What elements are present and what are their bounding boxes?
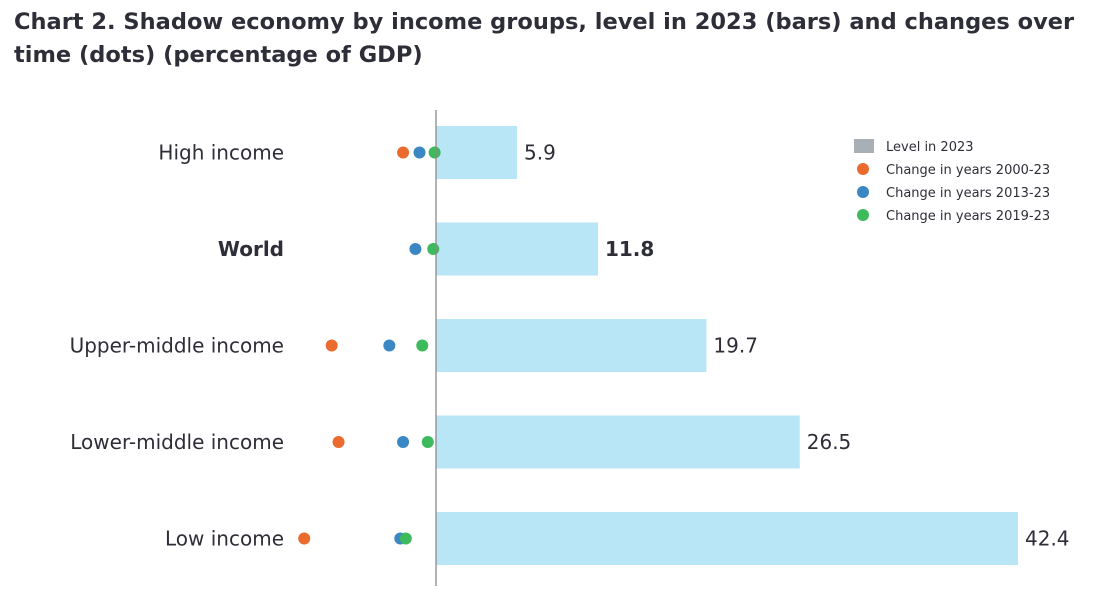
value-label-upper-middle-income: 19.7 (713, 334, 758, 358)
legend: Level in 2023 Change in years 2000-23 Chan… (854, 139, 1050, 224)
category-label-world: World (218, 237, 284, 261)
bar-lower-middle-income (436, 415, 800, 469)
bars-layer (436, 126, 1018, 565)
dot-change-in-years-2019-23-low-income (399, 532, 412, 545)
bar-upper-middle-income (436, 319, 707, 372)
dot-change-in-years-2013-23-world (409, 243, 422, 255)
legend-label-change-in-years-2019-23: Change in years 2019-23 (886, 209, 1050, 224)
value-label-lower-middle-income: 26.5 (807, 430, 852, 454)
legend-bar-swatch (854, 139, 874, 153)
bar-low-income (436, 512, 1018, 565)
dot-change-in-years-2013-23-high-income (413, 146, 426, 159)
dot-change-in-years-2013-23-lower-middle-income (397, 436, 410, 448)
dot-change-in-years-2019-23-upper-middle-income (416, 339, 429, 352)
value-label-low-income: 42.4 (1025, 527, 1070, 551)
dot-change-in-years-2000-23-lower-middle-income (332, 436, 345, 448)
legend-label-change-in-years-2000-23: Change in years 2000-23 (886, 163, 1050, 178)
legend-label-change-in-years-2013-23: Change in years 2013-23 (886, 186, 1050, 201)
dot-change-in-years-2000-23-high-income (397, 146, 410, 159)
legend-dot-change-in-years-2013-23 (857, 186, 869, 198)
category-label-lower-middle-income: Lower-middle income (70, 430, 284, 454)
legend-label-level: Level in 2023 (886, 140, 974, 155)
legend-dot-change-in-years-2000-23 (857, 163, 869, 175)
value-label-high-income: 5.9 (524, 141, 556, 165)
dot-change-in-years-2019-23-high-income (428, 146, 441, 159)
dot-change-in-years-2019-23-lower-middle-income (421, 436, 434, 448)
dots-layer (298, 146, 441, 545)
chart-title: Chart 2. Shadow economy by income groups… (14, 9, 1075, 68)
value-label-world: 11.8 (605, 237, 654, 261)
dot-change-in-years-2000-23-low-income (298, 532, 311, 545)
labels-layer: 5.9 High income 11.8 World 19.7 Upper-middle … (70, 141, 1070, 551)
category-label-upper-middle-income: Upper-middle income (70, 334, 284, 358)
category-label-high-income: High income (158, 141, 284, 165)
category-label-low-income: Low income (165, 527, 284, 551)
bar-world (436, 222, 598, 276)
dot-change-in-years-2013-23-upper-middle-income (383, 339, 396, 352)
dot-change-in-years-2000-23-upper-middle-income (325, 339, 338, 352)
dot-change-in-years-2019-23-world (427, 243, 440, 255)
bar-high-income (436, 126, 517, 179)
legend-dot-change-in-years-2019-23 (857, 209, 869, 221)
